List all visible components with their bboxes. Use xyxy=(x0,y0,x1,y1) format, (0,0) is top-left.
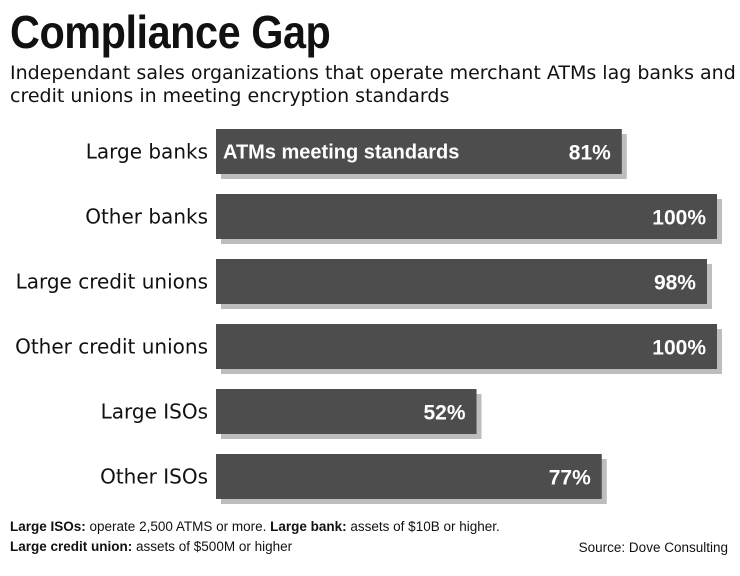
category-label: Other ISOs xyxy=(100,465,208,489)
bar xyxy=(216,194,717,239)
data-label: 98% xyxy=(654,272,696,295)
category-label: Large credit unions xyxy=(16,270,208,294)
footnote-term-large-isos: Large ISOs: xyxy=(10,519,86,534)
bar xyxy=(216,454,602,499)
data-label: 52% xyxy=(423,402,465,425)
category-label: Other credit unions xyxy=(15,335,208,359)
series-label: ATMs meeting standards xyxy=(223,142,459,164)
category-label: Other banks xyxy=(85,205,208,229)
footnote-text-large-credit-union: assets of $500M or higher xyxy=(132,539,293,554)
chart-subtitle: Independant sales organizations that ope… xyxy=(10,62,736,107)
chart-title: Compliance Gap xyxy=(10,6,331,58)
bar-chart: Large banks 81% Other banks 100% Large credi… xyxy=(15,129,722,504)
bar xyxy=(216,324,717,369)
bar xyxy=(216,389,477,434)
data-label: 77% xyxy=(549,467,591,490)
footnotes: Large ISOs: operate 2,500 ATMS or more. … xyxy=(10,517,540,557)
source-note: Source: Dove Consulting xyxy=(578,540,728,555)
category-label: Large ISOs xyxy=(101,400,208,424)
bar xyxy=(216,259,707,304)
bar xyxy=(216,129,622,174)
category-label: Large banks xyxy=(86,140,208,164)
footnote-term-large-credit-union: Large credit union: xyxy=(10,539,133,554)
footnote-text-large-isos: operate 2,500 ATMS or more. xyxy=(85,519,271,534)
data-label: 81% xyxy=(569,142,611,165)
footnote-text-large-bank: assets of $10B or higher. xyxy=(346,519,500,534)
data-label: 100% xyxy=(652,337,706,360)
footnote-term-large-bank: Large bank: xyxy=(270,519,347,534)
data-label: 100% xyxy=(652,207,706,230)
